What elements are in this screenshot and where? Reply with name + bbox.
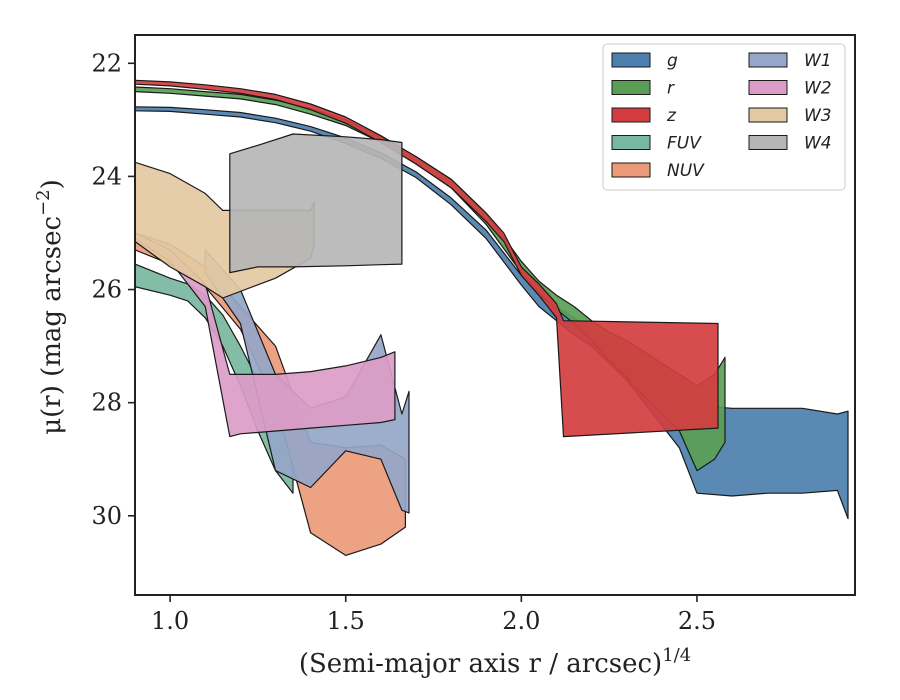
legend-swatch <box>748 107 788 123</box>
legend-swatch <box>748 52 788 68</box>
y-tick-label: 22 <box>91 49 122 77</box>
x-axis-label: (Semi-major axis r / arcsec)1/4 <box>299 645 691 679</box>
bands-layer <box>135 79 849 557</box>
x-axis-ticks: 1.0 1.5 2.0 2.5 <box>151 595 716 635</box>
legend-label: W4 <box>804 134 832 154</box>
legend-label: NUV <box>667 161 705 181</box>
legend-label: g <box>667 51 678 71</box>
legend-item-w2: W2 <box>748 79 832 99</box>
legend-swatch <box>611 80 651 95</box>
legend-item-w4: W4 <box>748 134 832 154</box>
legend-item-fuv: FUV <box>611 134 702 154</box>
legend-item-r: r <box>611 79 675 99</box>
legend-item-nuv: NUV <box>611 161 705 181</box>
legend-item-w1: W1 <box>748 51 832 71</box>
legend-label: W2 <box>804 79 832 99</box>
legend-swatch <box>611 107 651 123</box>
x-tick-label: 2.5 <box>678 607 716 635</box>
legend-label: FUV <box>667 134 702 154</box>
y-tick-label: 28 <box>91 389 122 417</box>
legend-label: W3 <box>804 106 832 126</box>
x-tick-label: 1.5 <box>327 607 365 635</box>
y-tick-label: 24 <box>91 162 122 190</box>
band-w4 <box>229 133 403 274</box>
x-tick-label: 1.0 <box>151 607 189 635</box>
y-tick-label: 30 <box>91 502 122 530</box>
y-axis-ticks: 22 24 26 28 30 <box>91 49 135 530</box>
legend: grz FUV NUV W1 W2 W3 W4 <box>602 43 846 191</box>
axes-frame <box>134 34 856 596</box>
legend-swatch <box>748 135 788 150</box>
x-tick-label: 2.0 <box>502 607 540 635</box>
legend-item-z: z <box>611 106 677 126</box>
legend-item-g: g <box>611 51 678 71</box>
legend-swatch <box>611 52 651 68</box>
legend-label: W1 <box>804 51 832 71</box>
legend-swatch <box>611 135 651 150</box>
legend-swatch <box>611 162 651 178</box>
y-axis-label: μ(r) (mag arcsec−2) <box>33 179 67 435</box>
legend-swatch <box>748 80 788 95</box>
legend-label: z <box>666 106 677 126</box>
legend-label: r <box>667 79 675 99</box>
band-z <box>135 79 719 438</box>
legend-item-w3: W3 <box>748 106 832 126</box>
y-tick-label: 26 <box>91 276 122 304</box>
